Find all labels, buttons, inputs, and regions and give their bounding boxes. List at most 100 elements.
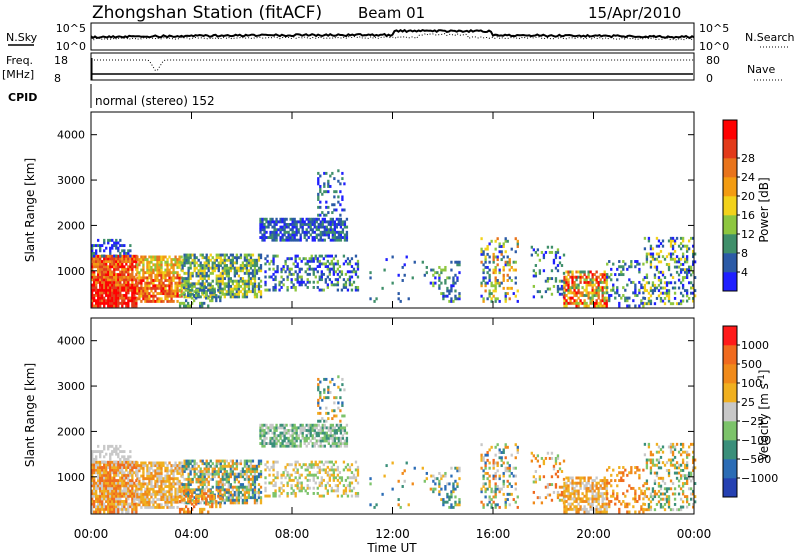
- velocity-cell: [170, 492, 173, 496]
- colorbar-tick-label: 28: [741, 152, 755, 165]
- velocity-cell: [235, 485, 239, 489]
- power-cell: [343, 182, 346, 186]
- power-cell: [231, 287, 235, 291]
- velocity-cell: [245, 477, 249, 481]
- power-cell: [685, 273, 689, 277]
- velocity-cell: [458, 466, 461, 470]
- power-cell: [335, 225, 339, 229]
- power-cell: [93, 244, 96, 248]
- power-cell: [275, 228, 278, 232]
- power-cell: [486, 271, 489, 275]
- power-cell: [618, 294, 621, 297]
- velocity-cell: [160, 498, 163, 502]
- power-cell: [261, 233, 264, 237]
- velocity-cell: [235, 496, 239, 500]
- velocity-cell: [348, 465, 352, 469]
- velocity-cell: [319, 436, 322, 440]
- power-cell: [346, 278, 350, 282]
- velocity-cell: [91, 497, 94, 501]
- power-cell: [160, 289, 163, 293]
- power-cell: [99, 291, 102, 295]
- velocity-cell: [482, 485, 485, 488]
- power-cell: [125, 286, 128, 290]
- power-cell: [583, 294, 586, 297]
- velocity-cell: [261, 442, 264, 445]
- velocity-cell: [172, 482, 175, 486]
- power-cell: [601, 304, 604, 308]
- power-cell: [117, 241, 120, 245]
- power-cell: [587, 283, 590, 287]
- power-cell: [170, 279, 173, 282]
- velocity-cell: [231, 467, 235, 471]
- velocity-cell: [170, 477, 173, 481]
- velocity-cell: [326, 473, 329, 477]
- power-cell: [99, 296, 102, 300]
- power-cell: [201, 288, 204, 292]
- velocity-cell: [166, 500, 169, 504]
- velocity-cell: [243, 501, 247, 505]
- velocity-cell: [295, 436, 298, 440]
- power-cell: [117, 249, 120, 253]
- power-cell: [138, 297, 141, 301]
- velocity-cell: [494, 445, 497, 449]
- velocity-cell: [176, 471, 179, 475]
- power-cell: [622, 294, 625, 297]
- velocity-cell: [318, 481, 321, 485]
- velocity-cell: [107, 497, 110, 501]
- power-cell: [172, 258, 175, 262]
- power-cell: [253, 277, 257, 281]
- power-cell: [193, 269, 196, 273]
- velocity-cell: [309, 431, 312, 435]
- power-cell: [91, 265, 94, 269]
- power-cell: [593, 278, 596, 282]
- power-cell: [494, 279, 497, 282]
- power-cell: [328, 270, 331, 274]
- power-cell: [315, 220, 318, 224]
- velocity-cell: [323, 431, 326, 435]
- velocity-cell: [308, 473, 311, 477]
- power-cell: [264, 275, 267, 279]
- velocity-cell: [494, 492, 497, 496]
- power-cell: [111, 265, 114, 269]
- power-cell: [345, 236, 349, 239]
- power-cell: [313, 225, 316, 229]
- power-cell: [399, 299, 402, 303]
- velocity-cell: [158, 469, 161, 473]
- velocity-cell: [111, 507, 114, 511]
- power-cell: [562, 253, 566, 257]
- power-cell: [115, 246, 118, 250]
- power-cell: [665, 263, 669, 266]
- velocity-cell: [111, 479, 114, 483]
- velocity-cell: [160, 487, 163, 491]
- power-cell: [669, 281, 673, 285]
- velocity-cell: [91, 455, 94, 459]
- power-cell: [319, 230, 322, 234]
- velocity-cell: [170, 471, 173, 475]
- power-cell: [643, 236, 647, 240]
- power-cell: [494, 297, 497, 301]
- velocity-cell: [243, 496, 247, 500]
- power-cell: [585, 286, 588, 290]
- velocity-cell: [209, 497, 212, 501]
- power-cell: [207, 256, 210, 260]
- velocity-cell: [279, 434, 282, 438]
- velocity-cell: [339, 409, 342, 413]
- velocity-cell: [211, 490, 214, 494]
- velocity-cell: [324, 468, 327, 472]
- velocity-cell: [176, 505, 179, 509]
- power-cell: [199, 269, 202, 273]
- power-cell: [306, 262, 309, 266]
- power-cell: [95, 278, 98, 282]
- power-cell: [123, 254, 126, 258]
- power-cell: [133, 304, 136, 308]
- power-cell: [166, 258, 169, 262]
- power-cell: [618, 301, 621, 305]
- velocity-cell: [117, 466, 120, 469]
- velocity-cell: [199, 480, 202, 484]
- velocity-cell: [109, 489, 112, 493]
- power-cell: [259, 217, 262, 221]
- power-cell: [164, 289, 167, 293]
- power-cell: [158, 268, 161, 272]
- power-cell: [679, 281, 683, 285]
- power-cell: [502, 276, 505, 280]
